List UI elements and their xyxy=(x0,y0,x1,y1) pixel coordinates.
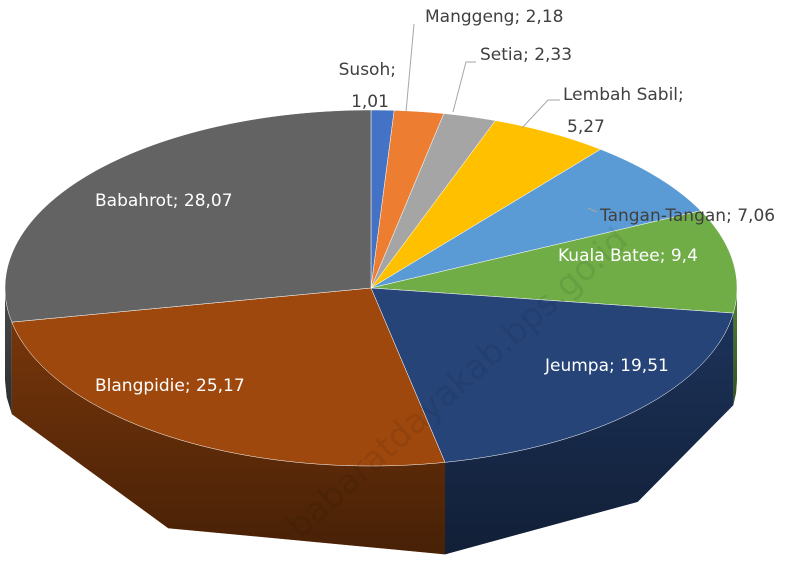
data-label: Tangan-Tangan; 7,06 xyxy=(599,206,775,226)
label-category: Lembah Sabil xyxy=(563,85,678,105)
leader-line xyxy=(521,99,560,129)
slice-side-shade xyxy=(5,288,12,415)
data-label: Lembah Sabil; 5,27 xyxy=(563,85,689,137)
label-value: 5,27 xyxy=(567,117,605,137)
slice xyxy=(370,113,496,289)
data-label: Manggeng; 2,18 xyxy=(425,7,563,27)
pie-tops xyxy=(4,109,738,467)
leader-line xyxy=(452,61,476,113)
label-category: Jeumpa xyxy=(544,356,609,376)
slice-side-shade xyxy=(11,322,445,555)
label-value: 25,17 xyxy=(196,376,245,396)
data-label: Setia; 2,33 xyxy=(480,45,572,65)
slice xyxy=(11,287,446,467)
label-value: 7,06 xyxy=(737,206,775,226)
label-separator: ; xyxy=(678,85,689,105)
slice xyxy=(4,109,372,323)
label-separator: ; xyxy=(173,191,184,211)
label-category: Setia xyxy=(480,45,523,65)
data-label: Susoh; 1,01 xyxy=(339,60,402,112)
slice-side-shade xyxy=(733,288,737,406)
slice xyxy=(370,210,738,314)
slice xyxy=(370,149,702,289)
slice xyxy=(370,110,445,289)
slice xyxy=(370,120,602,289)
label-value: 28,07 xyxy=(184,191,233,211)
label-value: 19,51 xyxy=(620,356,669,376)
label-separator: ; xyxy=(514,7,525,27)
leader-line xyxy=(587,207,598,213)
label-value: 9,4 xyxy=(671,246,698,266)
slice-side-shade xyxy=(444,313,734,555)
label-category: Manggeng xyxy=(425,7,514,27)
label-category: Tangan-Tangan xyxy=(599,206,726,226)
label-separator: ; xyxy=(609,356,620,376)
label-separator: ; xyxy=(390,60,401,80)
label-value: 2,33 xyxy=(534,45,572,65)
label-category: Babahrot xyxy=(95,191,173,211)
label-value: 1,01 xyxy=(351,92,389,112)
label-category: Susoh xyxy=(339,60,391,80)
leader-line xyxy=(405,23,415,113)
label-category: Kuala Batee xyxy=(558,246,660,266)
leader-lines xyxy=(405,23,598,213)
label-category: Blangpidie xyxy=(95,376,185,396)
slice xyxy=(370,287,734,463)
data-label: Babahrot; 28,07 xyxy=(95,191,233,211)
data-label: Jeumpa; 19,51 xyxy=(544,356,669,376)
label-separator: ; xyxy=(523,45,534,65)
label-separator: ; xyxy=(726,206,737,226)
data-label: Kuala Batee; 9,4 xyxy=(558,246,698,266)
pie-walls xyxy=(5,288,737,555)
label-value: 2,18 xyxy=(526,7,564,27)
data-label: Blangpidie; 25,17 xyxy=(95,376,245,396)
label-separator: ; xyxy=(660,246,671,266)
label-separator: ; xyxy=(185,376,196,396)
